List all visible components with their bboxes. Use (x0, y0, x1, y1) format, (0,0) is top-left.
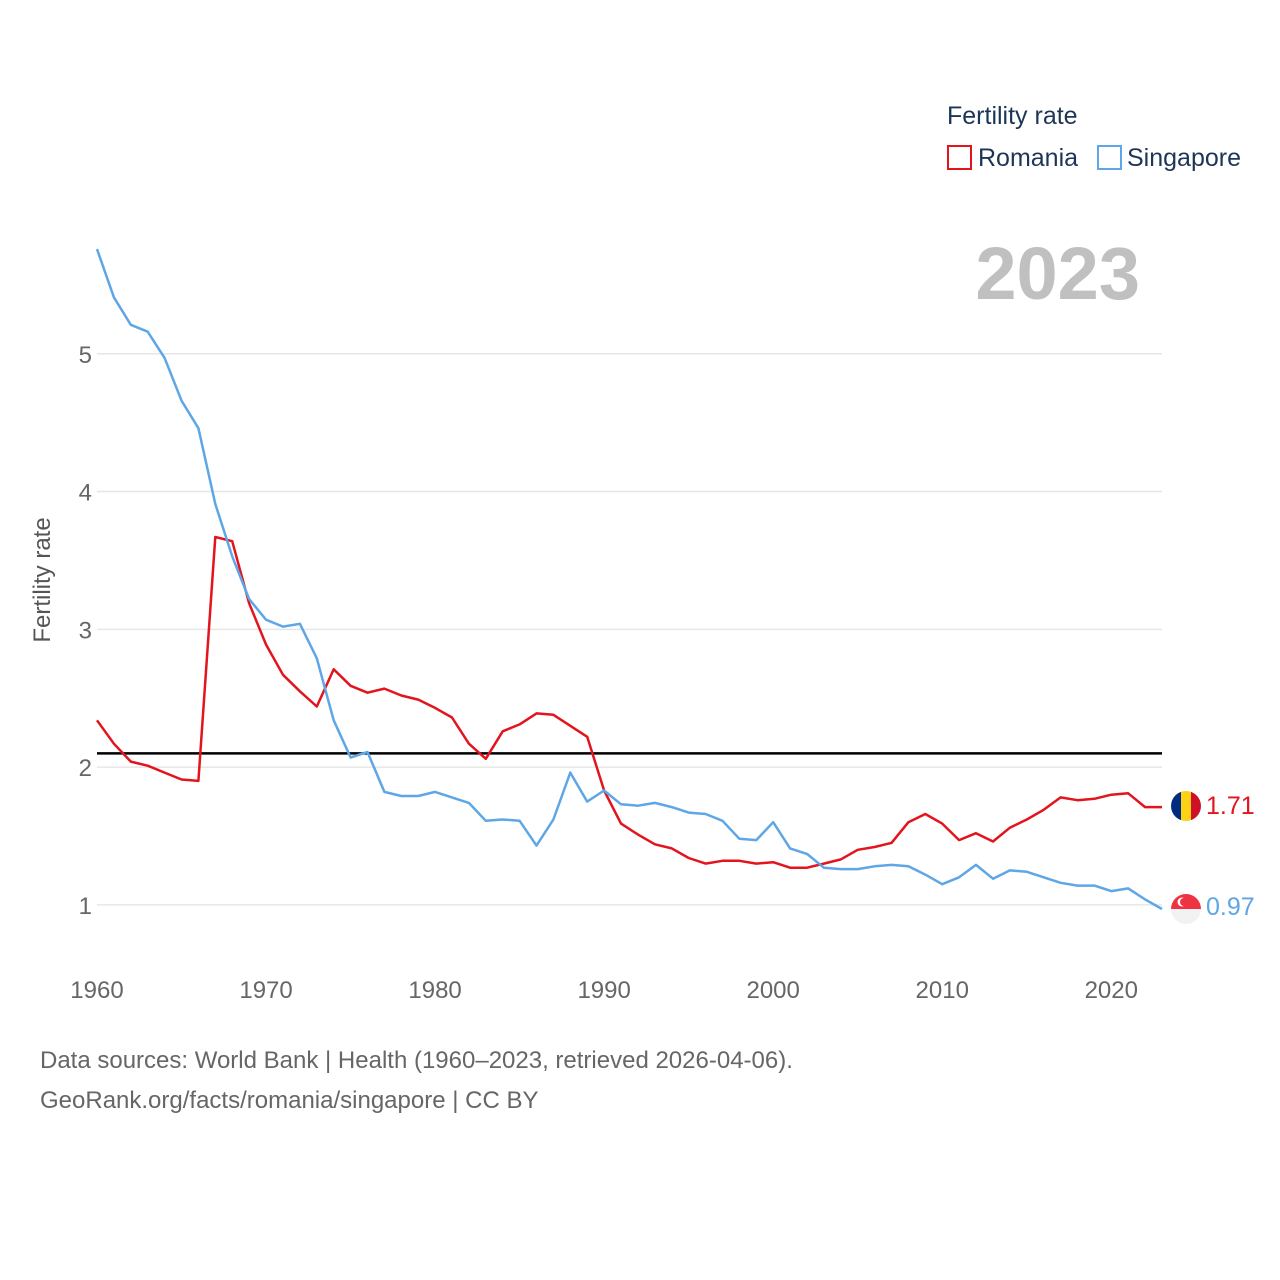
series-lines (95, 248, 1163, 911)
legend-swatch-singapore[interactable] (1097, 145, 1122, 170)
chart: Fertility rate Romania Singapore 2023 1 2… (29, 102, 1255, 1004)
y-tick-3: 3 (79, 617, 92, 644)
x-tick-1970: 1970 (239, 977, 292, 1004)
series-line-romania[interactable] (95, 535, 1162, 869)
y-axis: 1 2 3 4 5 (79, 342, 92, 920)
y-tick-1: 1 (79, 893, 92, 920)
x-tick-2010: 2010 (916, 977, 969, 1004)
legend-swatch-romania[interactable] (947, 145, 972, 170)
footer-sources: Data sources: World Bank | Health (1960–… (40, 1047, 793, 1074)
series-line-singapore[interactable] (95, 248, 1163, 911)
y-axis-title: Fertility rate (29, 517, 56, 642)
romania-flag-icon (1171, 791, 1201, 821)
gridlines (97, 353, 1162, 906)
footer-attribution[interactable]: GeoRank.org/facts/romania/singapore | CC… (40, 1087, 539, 1114)
y-tick-4: 4 (79, 480, 92, 507)
x-tick-1990: 1990 (577, 977, 630, 1004)
x-tick-1980: 1980 (408, 977, 461, 1004)
legend: Fertility rate Romania Singapore (947, 102, 1241, 172)
y-tick-5: 5 (79, 342, 92, 369)
romania-end-value: 1.71 (1206, 792, 1255, 820)
legend-label-singapore[interactable]: Singapore (1127, 144, 1241, 172)
x-tick-1960: 1960 (70, 977, 123, 1004)
legend-title: Fertility rate (947, 102, 1078, 130)
x-axis: 1960 1970 1980 1990 2000 2010 2020 (70, 977, 1138, 1004)
singapore-flag-icon (1171, 894, 1201, 924)
x-tick-2020: 2020 (1085, 977, 1138, 1004)
year-label: 2023 (975, 232, 1140, 315)
singapore-end-value: 0.97 (1206, 893, 1255, 921)
y-tick-2: 2 (79, 755, 92, 782)
x-tick-2000: 2000 (746, 977, 799, 1004)
legend-label-romania[interactable]: Romania (978, 144, 1078, 172)
